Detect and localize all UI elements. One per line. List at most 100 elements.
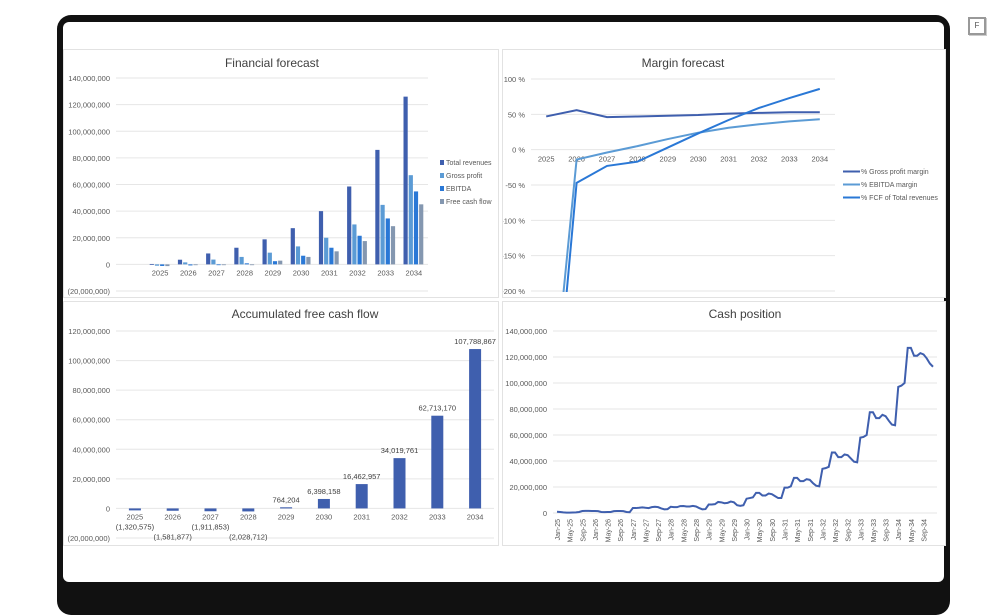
x-tick-label: 2033 [781, 155, 798, 164]
data-label: 16,462,957 [343, 472, 381, 481]
x-tick-label: Jan-34 [896, 519, 903, 541]
bar-accumulated-fcf [469, 349, 482, 509]
x-tick-label: 2030 [690, 155, 707, 164]
x-tick-label: Sep-25 [580, 519, 587, 542]
legend-label: Gross profit [446, 173, 482, 180]
legend-label: Total revenues [446, 160, 492, 167]
data-label: 62,713,170 [419, 404, 457, 413]
y-tick-label: 20,000,000 [72, 234, 110, 243]
bar-total-revenues [375, 149, 380, 265]
x-tick-label: Jan-28 [669, 519, 676, 541]
legend-label: % EBITDA margin [861, 182, 918, 189]
x-tick-label: 2025 [538, 155, 555, 164]
bar-gross-profit [239, 256, 244, 265]
y-tick-label: 40,000,000 [509, 457, 547, 466]
x-tick-label: Sep-29 [732, 519, 739, 542]
y-tick-label: 120,000,000 [68, 327, 110, 336]
bar-ebitda [272, 261, 278, 265]
bar-ebitda [188, 264, 193, 266]
x-tick-label: 2026 [180, 268, 197, 277]
data-label: (1,581,877) [154, 532, 193, 541]
x-tick-label: Sep-33 [884, 519, 891, 542]
x-tick-label: Jan-33 [858, 519, 865, 541]
legend-label: % Gross profit margin [861, 169, 929, 176]
y-tick-label: 0 [106, 504, 110, 513]
x-tick-label: Sep-30 [770, 519, 777, 542]
x-tick-label: 2031 [720, 155, 737, 164]
x-tick-label: 2028 [240, 512, 257, 521]
bar-total-revenues [318, 211, 324, 265]
data-label: 6,398,158 [307, 487, 340, 496]
bar-gross-profit [295, 246, 301, 265]
x-tick-label: Jan-26 [593, 519, 600, 541]
data-label: (1,911,853) [192, 522, 230, 531]
x-tick-label: May-29 [719, 519, 726, 542]
bar-free-cash-flow [221, 264, 226, 266]
x-tick-label: May-26 [606, 519, 613, 542]
x-tick-label: 2034 [467, 512, 484, 521]
bar-free-cash-flow [249, 264, 255, 266]
bar-free-cash-flow [193, 264, 198, 266]
y-tick-label: 140,000,000 [505, 327, 547, 336]
x-tick-label: May-33 [871, 519, 878, 542]
fullscreen-button[interactable]: F [968, 17, 986, 35]
bar-ebitda [244, 263, 249, 265]
legend-label: % FCF of Total revenues [861, 195, 938, 202]
legend-label: Free cash flow [446, 199, 492, 206]
x-tick-label: Sep-26 [618, 519, 625, 542]
x-tick-label: May-27 [643, 519, 650, 542]
x-tick-label: May-25 [568, 519, 575, 542]
x-tick-label: 2029 [265, 268, 282, 277]
y-tick-label: 20,000,000 [509, 483, 547, 492]
bar-ebitda [301, 255, 306, 265]
bar-accumulated-fcf [317, 498, 330, 509]
bar-free-cash-flow [362, 241, 367, 265]
x-tick-label: 2027 [599, 155, 616, 164]
bar-ebitda [329, 247, 334, 265]
y-tick-label: 0 [106, 260, 110, 269]
x-tick-label: 2031 [353, 512, 370, 521]
x-tick-label: Jan-25 [555, 519, 562, 541]
bar-total-revenues [262, 239, 267, 265]
y-tick-label: -200 % [503, 287, 525, 296]
bar-gross-profit [211, 259, 216, 265]
x-tick-label: 2027 [208, 268, 225, 277]
x-tick-label: 2032 [751, 155, 768, 164]
bar-gross-profit [183, 262, 188, 265]
bar-total-revenues [347, 186, 352, 265]
data-label: 107,788,867 [454, 337, 496, 346]
bar-total-revenues [206, 253, 211, 265]
bar-ebitda [385, 218, 390, 265]
bar-gross-profit [324, 237, 329, 265]
x-tick-label: Sep-32 [846, 519, 853, 542]
x-tick-label: Sep-27 [656, 519, 663, 542]
x-tick-label: 2034 [811, 155, 828, 164]
bar-free-cash-flow [306, 256, 311, 265]
y-tick-label: -150 % [503, 252, 525, 261]
y-tick-label: 60,000,000 [72, 181, 110, 190]
bar-accumulated-fcf [280, 507, 293, 509]
y-tick-label: 100,000,000 [68, 127, 110, 136]
y-tick-label: 100 % [504, 75, 526, 84]
x-tick-label: 2029 [278, 512, 295, 521]
bar-total-revenues [149, 263, 154, 265]
bar-gross-profit [154, 264, 160, 266]
x-tick-label: Jan-30 [745, 519, 752, 541]
x-tick-label: 2028 [236, 268, 253, 277]
data-label: (2,028,712) [229, 532, 268, 541]
x-tick-label: 2026 [164, 512, 181, 521]
bar-ebitda [413, 191, 419, 265]
y-tick-label: 40,000,000 [72, 207, 110, 216]
x-tick-label: Sep-34 [922, 519, 929, 542]
x-tick-label: Jan-29 [707, 519, 714, 541]
y-tick-label: 120,000,000 [505, 353, 547, 362]
y-tick-label: 120,000,000 [68, 101, 110, 110]
x-tick-label: May-32 [833, 519, 840, 542]
x-tick-label: 2029 [659, 155, 676, 164]
legend-swatch [440, 186, 444, 191]
cash-position-panel: Cash position 0 20,000,000 40,000,000 60,000… [502, 301, 946, 546]
y-tick-label: (20,000,000) [67, 534, 110, 543]
y-tick-label: 60,000,000 [509, 431, 547, 440]
bar-total-revenues [290, 228, 295, 265]
bar-ebitda [216, 264, 221, 266]
